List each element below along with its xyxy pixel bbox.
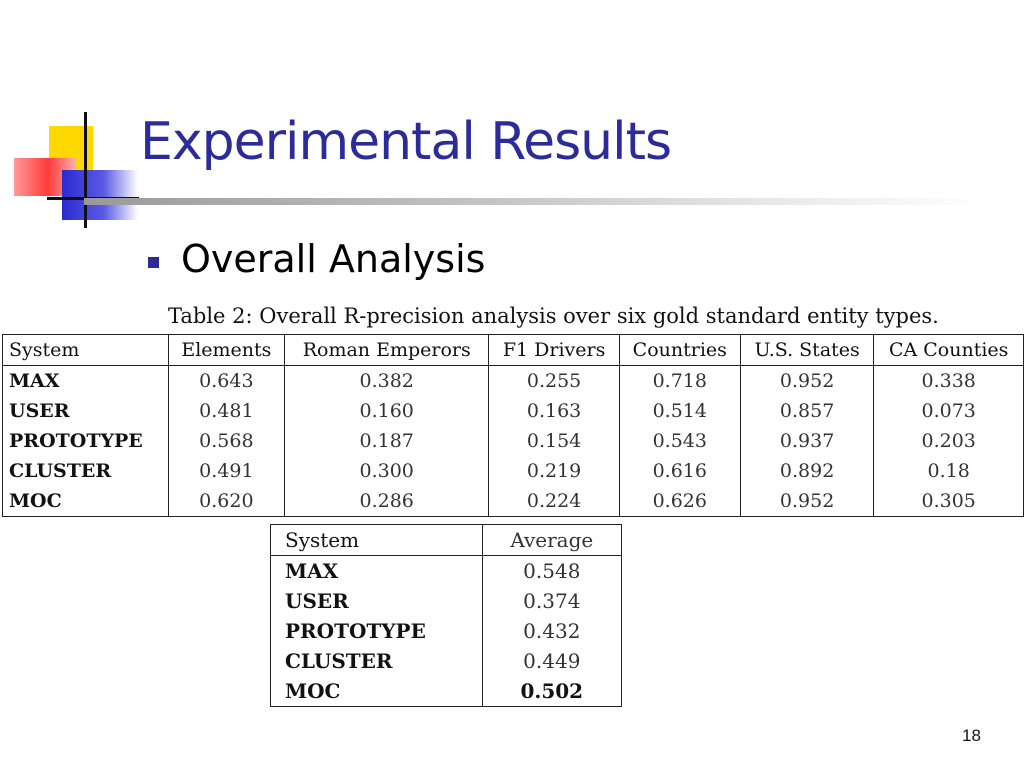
- title-underline: [84, 198, 984, 205]
- value-cell: 0.255: [488, 365, 620, 396]
- system-cell: MAX: [270, 555, 483, 586]
- table-row: MAX 0.643 0.382 0.255 0.718 0.952 0.338: [2, 365, 1024, 396]
- value-cell: 0.620: [167, 486, 286, 517]
- system-cell: USER: [2, 396, 169, 426]
- system-cell: CLUSTER: [2, 456, 169, 486]
- average-table: System Average MAX 0.548 USER 0.374 PROT…: [270, 524, 623, 707]
- column-header: Countries: [618, 334, 741, 366]
- system-cell: MOC: [270, 676, 483, 707]
- value-cell: 0.616: [618, 456, 741, 486]
- value-cell: 0.338: [873, 365, 1024, 396]
- value-cell: 0.892: [739, 456, 875, 486]
- system-cell: MOC: [2, 486, 169, 517]
- logo-blue-square: [62, 170, 138, 220]
- table-caption: Table 2: Overall R-precision analysis ov…: [168, 304, 939, 328]
- value-cell: 0.568: [167, 426, 286, 456]
- page-number: 18: [962, 726, 981, 745]
- column-header: F1 Drivers: [488, 334, 620, 366]
- bullet-text: Overall Analysis: [181, 237, 486, 281]
- value-cell: 0.382: [284, 365, 490, 396]
- column-header: CA Counties: [873, 334, 1024, 366]
- value-cell: 0.300: [284, 456, 490, 486]
- table-row: MOC 0.620 0.286 0.224 0.626 0.952 0.305: [2, 486, 1024, 517]
- bullet-square-icon: [148, 256, 159, 268]
- value-cell: 0.481: [167, 396, 286, 426]
- value-cell: 0.203: [873, 426, 1024, 456]
- table-header-row: System Elements Roman Emperors F1 Driver…: [2, 334, 1024, 366]
- average-cell-best: 0.502: [481, 676, 623, 707]
- column-header: Average: [481, 524, 623, 556]
- value-cell: 0.286: [284, 486, 490, 517]
- value-cell: 0.224: [488, 486, 620, 517]
- system-cell: PROTOTYPE: [270, 616, 483, 646]
- value-cell: 0.857: [739, 396, 875, 426]
- table-row: MAX 0.548: [270, 555, 623, 586]
- value-cell: 0.219: [488, 456, 620, 486]
- column-header: System: [270, 524, 483, 556]
- value-cell: 0.643: [167, 365, 286, 396]
- table-row: USER 0.481 0.160 0.163 0.514 0.857 0.073: [2, 396, 1024, 426]
- logo-vertical-line: [84, 112, 87, 228]
- system-cell: MAX: [2, 365, 169, 396]
- value-cell: 0.154: [488, 426, 620, 456]
- system-cell: PROTOTYPE: [2, 426, 169, 456]
- value-cell: 0.305: [873, 486, 1024, 517]
- column-header: U.S. States: [739, 334, 875, 366]
- value-cell: 0.937: [739, 426, 875, 456]
- r-precision-table: System Elements Roman Emperors F1 Driver…: [2, 334, 1024, 517]
- table-row: PROTOTYPE 0.568 0.187 0.154 0.543 0.937 …: [2, 426, 1024, 456]
- column-header: Roman Emperors: [284, 334, 490, 366]
- system-cell: USER: [270, 586, 483, 616]
- value-cell: 0.952: [739, 365, 875, 396]
- average-cell: 0.449: [481, 646, 623, 676]
- value-cell: 0.18: [873, 456, 1024, 486]
- table-row: CLUSTER 0.449: [270, 646, 623, 676]
- slide-title: Experimental Results: [140, 112, 672, 172]
- column-header: Elements: [167, 334, 286, 366]
- table-row: PROTOTYPE 0.432: [270, 616, 623, 646]
- average-cell: 0.374: [481, 586, 623, 616]
- value-cell: 0.073: [873, 396, 1024, 426]
- value-cell: 0.626: [618, 486, 741, 517]
- table-header-row: System Average: [270, 524, 623, 556]
- table-row: USER 0.374: [270, 586, 623, 616]
- system-cell: CLUSTER: [270, 646, 483, 676]
- value-cell: 0.514: [618, 396, 741, 426]
- value-cell: 0.187: [284, 426, 490, 456]
- slide-logo-decoration: [0, 0, 150, 240]
- value-cell: 0.160: [284, 396, 490, 426]
- table-row: MOC 0.502: [270, 676, 623, 707]
- value-cell: 0.491: [167, 456, 286, 486]
- table-row: CLUSTER 0.491 0.300 0.219 0.616 0.892 0.…: [2, 456, 1024, 486]
- average-cell: 0.432: [481, 616, 623, 646]
- column-header: System: [2, 334, 169, 366]
- value-cell: 0.952: [739, 486, 875, 517]
- value-cell: 0.543: [618, 426, 741, 456]
- value-cell: 0.163: [488, 396, 620, 426]
- bullet-item: Overall Analysis: [148, 237, 485, 281]
- average-cell: 0.548: [481, 555, 623, 586]
- value-cell: 0.718: [618, 365, 741, 396]
